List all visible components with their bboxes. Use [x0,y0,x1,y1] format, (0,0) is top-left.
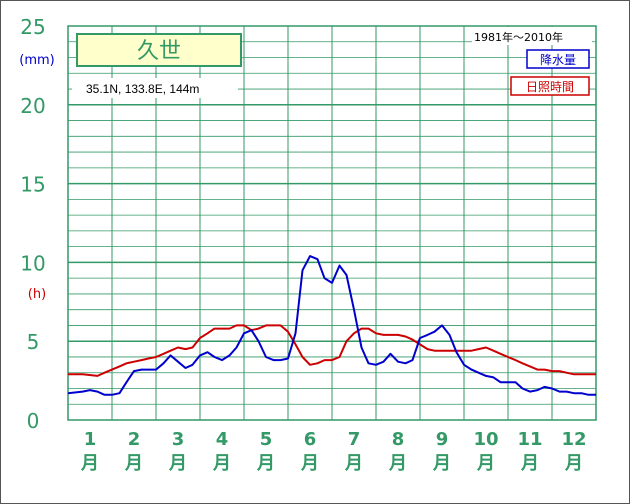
month-suffix-label: 月 [432,453,451,474]
month-number-label: 9 [436,429,449,450]
month-suffix-label: 月 [80,453,99,474]
y-tick-label: 0 [27,409,40,433]
month-number-label: 5 [260,429,273,450]
period-label: 1981年～2010年 [474,30,563,44]
month-number-label: 4 [216,429,229,450]
month-number-label: 6 [304,429,317,450]
precip-unit-label: (mm) [19,53,54,68]
legend-sunshine-box [510,76,590,96]
month-suffix-label: 月 [564,453,583,474]
month-suffix-label: 月 [300,453,319,474]
y-tick-label: 25 [20,15,45,39]
sunshine-unit-label: (h) [28,287,46,302]
y-tick-label: 5 [27,330,40,354]
month-suffix-label: 月 [476,453,495,474]
month-number-label: 1 [84,429,97,450]
precipitation-line [67,255,596,396]
month-number-label: 7 [348,429,361,450]
month-number-label: 11 [517,429,542,450]
month-suffix-label: 月 [212,453,231,474]
y-tick-label: 10 [20,251,45,275]
month-suffix-label: 月 [168,453,187,474]
month-suffix-label: 月 [124,453,143,474]
y-tick-label: 15 [20,173,45,197]
month-number-label: 12 [561,429,586,450]
y-tick-label: 20 [20,94,45,118]
month-suffix-label: 月 [344,453,363,474]
period-box [472,27,592,45]
location-label: 35.1N, 133.8E, 144m [86,82,199,96]
station-box [76,33,242,67]
legend-precip-box [526,49,590,69]
month-suffix-label: 月 [520,453,539,474]
month-number-label: 2 [128,429,141,450]
month-suffix-label: 月 [256,453,275,474]
legend-precip-label: 降水量 [540,53,576,67]
month-number-label: 3 [172,429,185,450]
legend-sunshine-label: 日照時間 [526,80,574,94]
month-suffix-label: 月 [388,453,407,474]
sunshine-line [68,324,596,377]
location-box [72,78,238,98]
station-name: 久世 [137,39,181,64]
month-number-label: 8 [392,429,405,450]
month-number-label: 10 [473,429,498,450]
